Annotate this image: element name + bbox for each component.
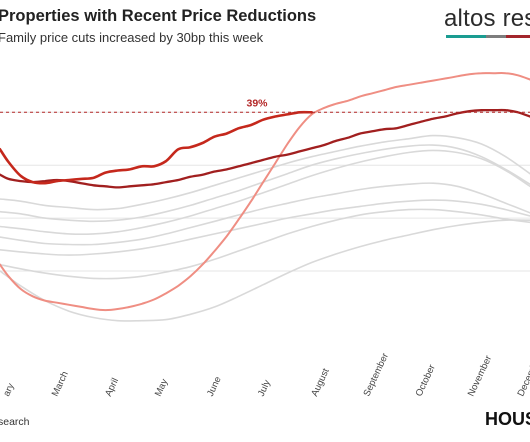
series-year_2023 [0, 72, 530, 312]
series-hist_3 [0, 149, 530, 235]
x-tick-label-8: October [414, 363, 438, 398]
series-current [0, 110, 313, 185]
source-note: search [0, 416, 30, 428]
x-axis: ary March April May June July August September O… [1, 351, 530, 398]
reference-label: 39% [246, 97, 268, 109]
series-hist_1 [0, 134, 530, 211]
series-hist_5 [0, 199, 530, 256]
brand-bar-teal [446, 35, 486, 38]
brand-bar-red [506, 35, 530, 38]
x-tick-label-5: July [256, 378, 273, 398]
brand-logo: altos res [444, 5, 530, 32]
footer-logo: HOUS [485, 409, 530, 429]
series-hist_4 [0, 182, 530, 246]
series-hist_6 [0, 208, 530, 280]
x-tick-label-6: August [309, 366, 332, 398]
brand-bar-gray [486, 35, 506, 38]
reference-layer: 39% [0, 97, 530, 113]
x-tick-label-4: June [205, 375, 224, 398]
chart-subtitle: Family price cuts increased by 30bp this… [0, 30, 264, 45]
series-hist_7 [0, 219, 530, 322]
x-tick-label-1: March [50, 370, 71, 399]
x-tick-label-10: December [515, 354, 530, 398]
x-tick-label-3: May [153, 377, 171, 398]
x-tick-label-0: ary [1, 381, 17, 398]
x-tick-label-9: November [466, 354, 494, 398]
x-tick-label-2: April [103, 376, 121, 398]
series-last_year [0, 108, 530, 189]
chart-series [0, 72, 530, 322]
chart-title: Properties with Recent Price Reductions [0, 7, 317, 25]
x-tick-label-7: September [361, 351, 391, 398]
